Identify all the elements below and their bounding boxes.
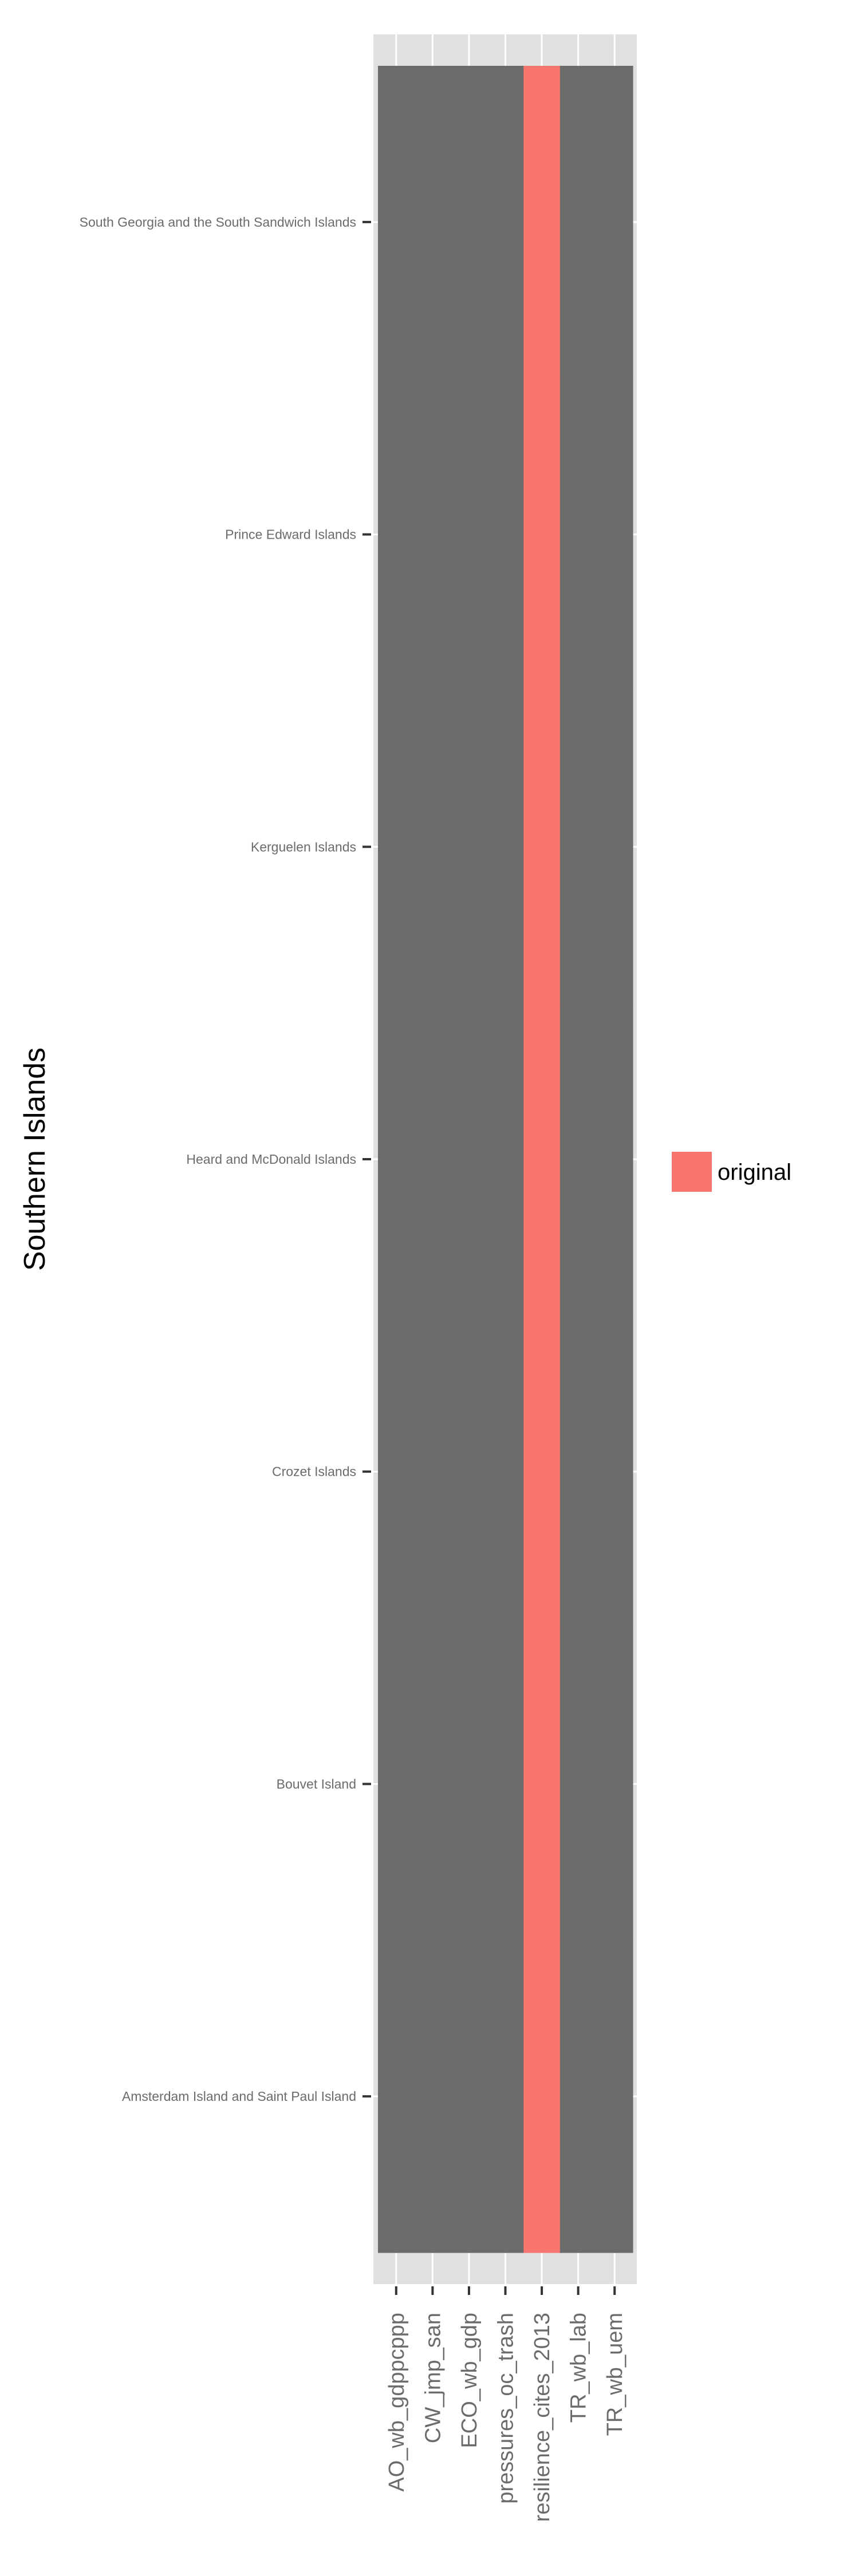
heatmap-cell xyxy=(559,1940,597,2253)
heatmap-cell xyxy=(487,1627,524,1941)
y-tick-label: Crozet Islands xyxy=(272,1464,356,1479)
heatmap-cell xyxy=(523,378,561,692)
x-tick-label: CW_jmp_san xyxy=(421,2313,445,2443)
heatmap-cell xyxy=(596,1003,633,1316)
legend-label: original xyxy=(718,1160,791,1185)
heatmap-cell xyxy=(451,1315,488,1629)
heatmap-cells xyxy=(378,66,633,2253)
heatmap-cell xyxy=(559,66,597,379)
heatmap-cell xyxy=(378,66,415,379)
y-tick-label: South Georgia and the South Sandwich Isl… xyxy=(80,215,356,230)
x-axis: AO_wb_gdppcppp CW_jmp_san ECO_wb_gdp pressu… xyxy=(385,2286,627,2522)
y-axis-title: Southern Islands xyxy=(18,1048,52,1271)
heatmap-cell xyxy=(523,66,561,379)
heatmap-cell xyxy=(414,1940,451,2253)
heatmap-cell xyxy=(559,1315,597,1629)
heatmap-cell xyxy=(596,1627,633,1941)
x-tick-label: ECO_wb_gdp xyxy=(458,2313,482,2448)
heatmap-cell xyxy=(559,378,597,692)
heatmap-cell xyxy=(487,1940,524,2253)
y-tick-label: Bouvet Island xyxy=(277,1776,356,1791)
heatmap-cell xyxy=(596,1315,633,1629)
y-tick-label: Amsterdam Island and Saint Paul Island xyxy=(122,2089,356,2104)
legend: original xyxy=(672,1152,791,1192)
heatmap-cell xyxy=(487,1315,524,1629)
heatmap-cell xyxy=(451,1627,488,1941)
heatmap-cell xyxy=(596,690,633,1003)
x-tick-label: TR_wb_uem xyxy=(603,2313,627,2436)
heatmap-cell xyxy=(487,1003,524,1316)
heatmap-cell xyxy=(451,378,488,692)
heatmap-cell xyxy=(523,1315,561,1629)
heatmap-cell xyxy=(596,378,633,692)
heatmap-cell xyxy=(559,1627,597,1941)
heatmap-cell xyxy=(451,690,488,1003)
heatmap-cell xyxy=(559,690,597,1003)
x-tick-label: resilience_cites_2013 xyxy=(530,2313,554,2522)
heatmap-cell xyxy=(523,1003,561,1316)
x-tick-label: pressures_oc_trash xyxy=(494,2313,518,2504)
heatmap-cell xyxy=(414,378,451,692)
heatmap-cell xyxy=(487,66,524,379)
heatmap-cell xyxy=(451,1003,488,1316)
heatmap-cell xyxy=(596,66,633,379)
heatmap-cell xyxy=(451,1940,488,2253)
heatmap-cell xyxy=(378,690,415,1003)
x-tick-label: AO_wb_gdppcppp xyxy=(385,2313,409,2492)
y-tick-label: Kerguelen Islands xyxy=(251,839,356,854)
heatmap-cell xyxy=(414,1627,451,1941)
heatmap-cell xyxy=(414,66,451,379)
heatmap-cell xyxy=(414,690,451,1003)
heatmap-cell xyxy=(378,1627,415,1941)
heatmap-cell xyxy=(451,66,488,379)
heatmap-cell xyxy=(378,1940,415,2253)
legend-key xyxy=(672,1152,712,1192)
heatmap-cell xyxy=(523,690,561,1003)
heatmap-cell xyxy=(378,378,415,692)
heatmap-cell xyxy=(487,378,524,692)
heatmap-cell xyxy=(378,1003,415,1316)
heatmap-cell xyxy=(414,1315,451,1629)
heatmap-cell xyxy=(523,1627,561,1941)
heatmap-cell xyxy=(559,1003,597,1316)
y-tick-label: Heard and McDonald Islands xyxy=(186,1152,356,1167)
heatmap-cell xyxy=(523,1940,561,2253)
heatmap-cell xyxy=(596,1940,633,2253)
x-tick-label: TR_wb_lab xyxy=(567,2313,591,2423)
heatmap-cell xyxy=(378,1315,415,1629)
y-axis: Amsterdam Island and Saint Paul Island Bo… xyxy=(80,215,371,2104)
heatmap-cell xyxy=(414,1003,451,1316)
y-tick-label: Prince Edward Islands xyxy=(225,527,356,542)
heatmap-cell xyxy=(487,690,524,1003)
